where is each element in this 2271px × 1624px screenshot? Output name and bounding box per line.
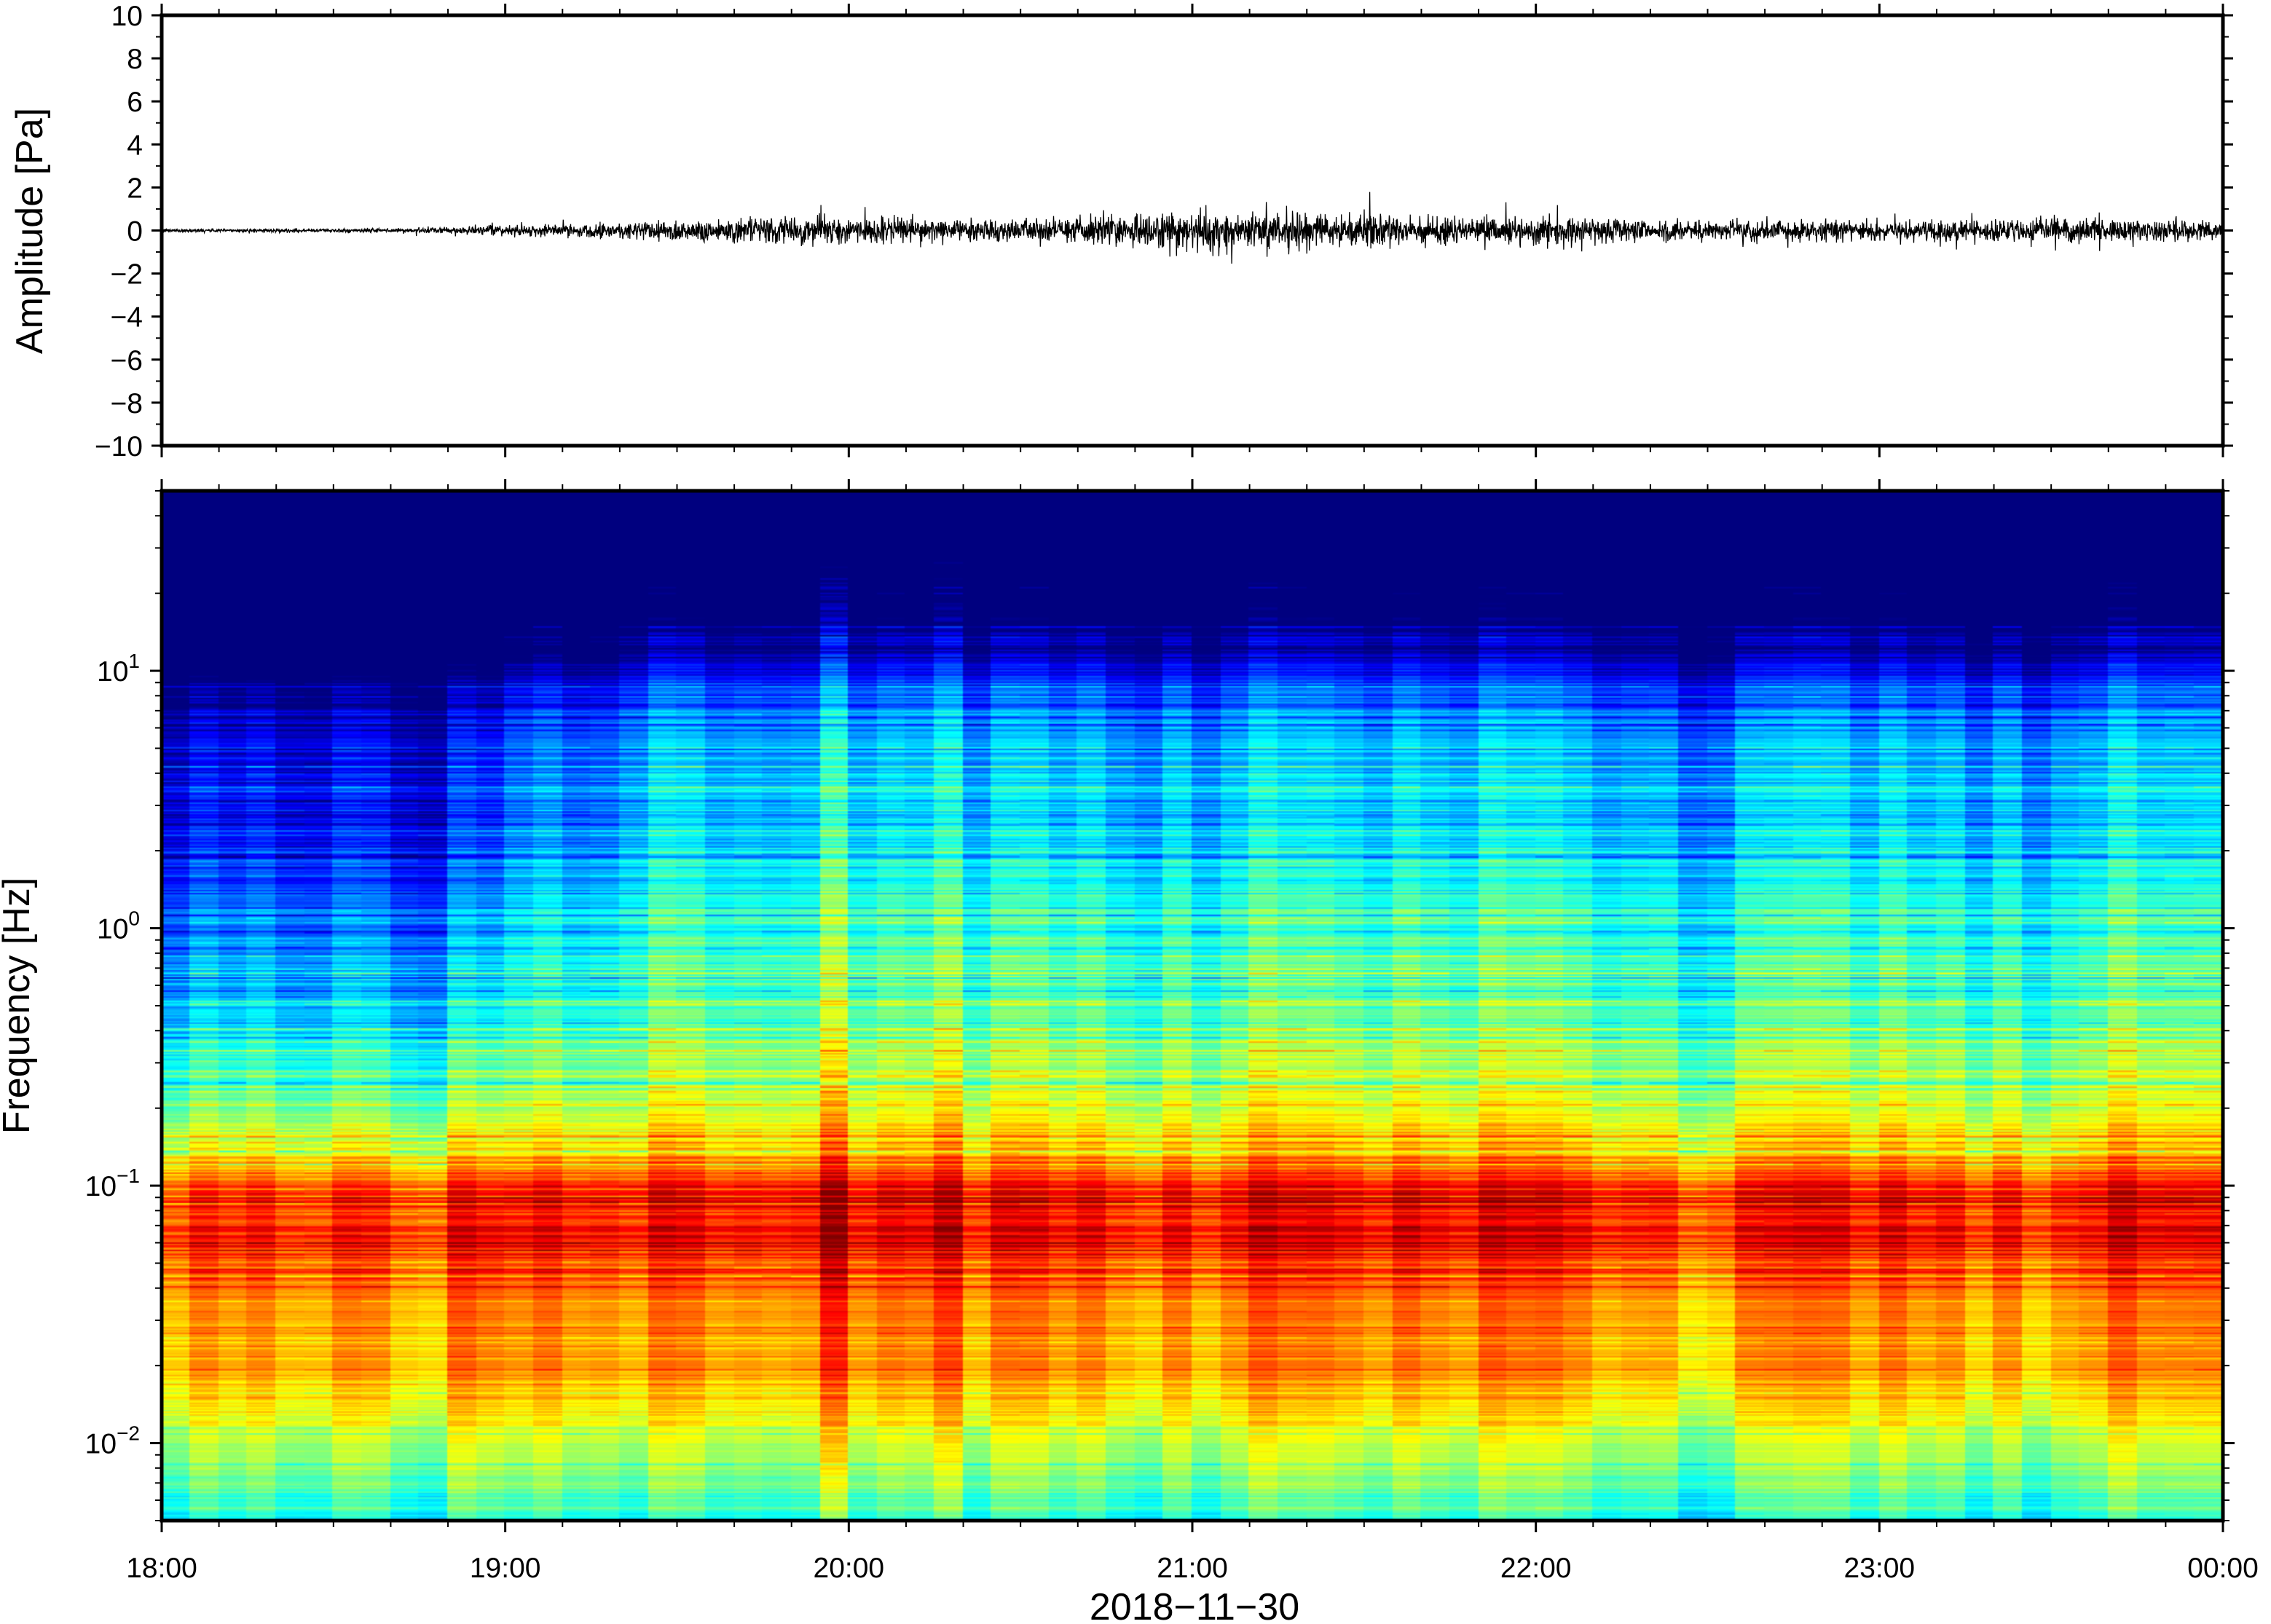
frequency-tick-label: 10−1	[85, 1164, 140, 1202]
amplitude-panel-frame	[160, 13, 2225, 448]
time-tick-label: 23:00	[1844, 1553, 1916, 1584]
amplitude-y-tick-label: 0	[127, 216, 143, 248]
amplitude-y-tick-label: −8	[111, 388, 143, 419]
amplitude-y-tick-label: −4	[111, 302, 143, 334]
frequency-axis-title: Frequency [Hz]	[0, 878, 38, 1135]
time-tick-label: 19:00	[470, 1553, 541, 1584]
waveform-line	[161, 192, 2224, 264]
time-tick-label: 18:00	[126, 1553, 197, 1584]
time-tick-label: 21:00	[1157, 1553, 1228, 1584]
frequency-tick-label: 101	[97, 650, 140, 687]
spectrogram-image	[162, 491, 2223, 1521]
amplitude-y-tick-label: 10	[111, 1, 143, 32]
time-tick-label: 20:00	[814, 1553, 885, 1584]
amplitude-y-tick-label: −10	[95, 431, 143, 462]
spectrogram-panel-frame	[160, 489, 2225, 1523]
frequency-tick-label: 10−2	[85, 1422, 140, 1460]
time-tick-label: 00:00	[2187, 1553, 2259, 1584]
waveform-trace	[161, 192, 2224, 264]
amplitude-y-tick-label: 2	[127, 173, 143, 204]
time-tick-label: 22:00	[1500, 1553, 1572, 1584]
amplitude-y-tick-label: 6	[127, 87, 143, 118]
amplitude-axis-title: Amplitude [Pa]	[9, 108, 51, 354]
date-axis-title: 2018−11−30	[1090, 1586, 1299, 1624]
amplitude-y-tick-label: 4	[127, 130, 143, 161]
tick-labels: 10 8 6 4 2 0 −2 −4 −6 −8 −10 18:00 19:00 20:00 21:00 22…	[85, 1, 2259, 1584]
amplitude-y-tick-label: −6	[111, 345, 143, 377]
amplitude-y-tick-label: 8	[127, 44, 143, 75]
frequency-tick-label: 100	[97, 907, 140, 945]
amplitude-y-tick-label: −2	[111, 259, 143, 291]
